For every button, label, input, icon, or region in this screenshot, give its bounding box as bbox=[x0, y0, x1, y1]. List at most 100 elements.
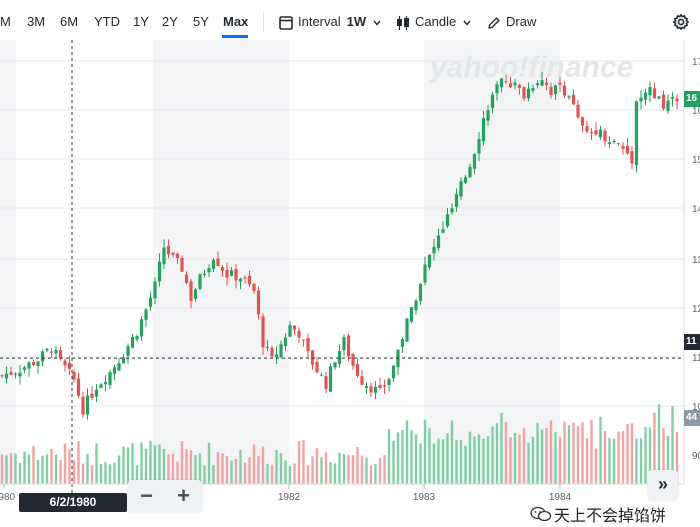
range-3m[interactable]: 3M bbox=[27, 14, 46, 29]
y-tick-label: 90 bbox=[692, 451, 700, 462]
candle-body bbox=[517, 84, 522, 88]
volume-bar bbox=[45, 454, 49, 484]
candle bbox=[171, 252, 175, 258]
candle-body bbox=[657, 96, 661, 99]
volume-bar bbox=[167, 454, 170, 484]
candle-body bbox=[558, 82, 562, 85]
volume-bar bbox=[5, 455, 8, 484]
candle bbox=[337, 344, 342, 368]
candle bbox=[400, 337, 405, 353]
chart-area[interactable]: yahoo!finance 19801981198219831984171615… bbox=[0, 40, 700, 522]
candle-body bbox=[9, 372, 13, 375]
gear-icon[interactable] bbox=[672, 13, 690, 31]
candle bbox=[405, 317, 409, 342]
current-price-badge: 16 bbox=[684, 91, 700, 107]
range-1y[interactable]: 1Y bbox=[133, 14, 149, 29]
candle-body bbox=[72, 371, 76, 380]
volume-bar bbox=[270, 464, 274, 484]
candle bbox=[666, 94, 670, 114]
scroll-to-end-button[interactable]: » bbox=[648, 470, 678, 500]
range-2y[interactable]: 2Y bbox=[162, 14, 178, 29]
candlestick-chart[interactable]: yahoo!finance 19801981198219831984171615… bbox=[0, 40, 700, 522]
volume-bar bbox=[68, 449, 71, 484]
candle bbox=[486, 104, 490, 126]
x-tick-label: 1983 bbox=[413, 492, 436, 503]
interval-button[interactable]: Interval 1W bbox=[279, 14, 381, 30]
range-ytd[interactable]: YTD bbox=[94, 14, 120, 29]
candle bbox=[558, 76, 562, 93]
candle bbox=[616, 142, 621, 146]
volume-bar bbox=[594, 448, 598, 484]
candle-body bbox=[94, 389, 99, 397]
volume-bar bbox=[455, 439, 458, 484]
candle bbox=[4, 366, 9, 384]
candle bbox=[648, 81, 652, 103]
candle-body bbox=[27, 362, 31, 369]
range-5y[interactable]: 5Y bbox=[193, 14, 209, 29]
candle-body bbox=[594, 130, 598, 135]
range-6m[interactable]: 6M bbox=[60, 14, 79, 29]
candle bbox=[301, 339, 306, 347]
volume-bar bbox=[261, 446, 265, 484]
candle bbox=[22, 365, 27, 374]
candle-body bbox=[108, 372, 112, 385]
candle-body bbox=[139, 319, 144, 337]
candle-body bbox=[445, 214, 450, 227]
zoom-in-button[interactable]: + bbox=[177, 483, 190, 508]
candle-body bbox=[297, 330, 301, 338]
candle bbox=[436, 228, 441, 251]
candle bbox=[162, 239, 166, 269]
candle-body bbox=[283, 337, 288, 346]
chart-type-button[interactable]: Candle bbox=[396, 14, 471, 31]
candle-body bbox=[409, 307, 414, 322]
volume-bar bbox=[32, 445, 35, 484]
candle bbox=[189, 278, 193, 309]
range-1m[interactable]: M bbox=[0, 14, 11, 29]
candle-body bbox=[544, 82, 549, 86]
candle-body bbox=[301, 339, 306, 341]
candle bbox=[675, 94, 679, 110]
range-max[interactable]: Max bbox=[223, 14, 249, 29]
crosshair-date-label: 6/2/1980 bbox=[19, 493, 127, 512]
candle-body bbox=[621, 146, 625, 149]
volume-bar bbox=[41, 455, 44, 484]
volume-bar bbox=[387, 428, 391, 484]
zoom-out-button[interactable]: − bbox=[140, 483, 153, 508]
volume-bar bbox=[72, 460, 76, 484]
volume-bar bbox=[419, 443, 422, 484]
candle bbox=[351, 353, 355, 370]
candle-body bbox=[175, 253, 180, 259]
candle bbox=[256, 286, 261, 320]
volume-bar bbox=[297, 441, 301, 484]
candle-body bbox=[454, 194, 459, 207]
volume-bar bbox=[585, 438, 589, 484]
volume-bar bbox=[531, 436, 535, 484]
draw-button[interactable]: Draw bbox=[487, 14, 536, 30]
volume-bar bbox=[333, 463, 337, 484]
volume-bar bbox=[459, 440, 463, 484]
candle-body bbox=[463, 177, 468, 183]
volume-bar bbox=[446, 433, 449, 484]
y-tick-label: 17 bbox=[692, 57, 700, 68]
candle-body bbox=[31, 362, 36, 366]
volume-bar bbox=[180, 441, 184, 484]
candle bbox=[139, 316, 144, 341]
volume-bar bbox=[603, 431, 607, 484]
volume-bar bbox=[662, 427, 665, 484]
candle bbox=[54, 346, 58, 358]
volume-bar bbox=[500, 412, 503, 484]
candle-body bbox=[567, 96, 571, 98]
volume-bar bbox=[410, 430, 413, 484]
candle bbox=[193, 287, 198, 302]
candle bbox=[450, 203, 454, 215]
volume-bar bbox=[275, 450, 278, 484]
candle-body bbox=[270, 347, 274, 357]
volume-bar bbox=[266, 463, 269, 484]
candle-body bbox=[99, 384, 103, 388]
volume-bar bbox=[635, 438, 638, 484]
candle-body bbox=[355, 364, 360, 376]
candle-body bbox=[450, 208, 454, 213]
candle-body bbox=[315, 361, 319, 373]
volume-bar bbox=[198, 453, 202, 484]
chevron-down-icon bbox=[463, 20, 471, 26]
